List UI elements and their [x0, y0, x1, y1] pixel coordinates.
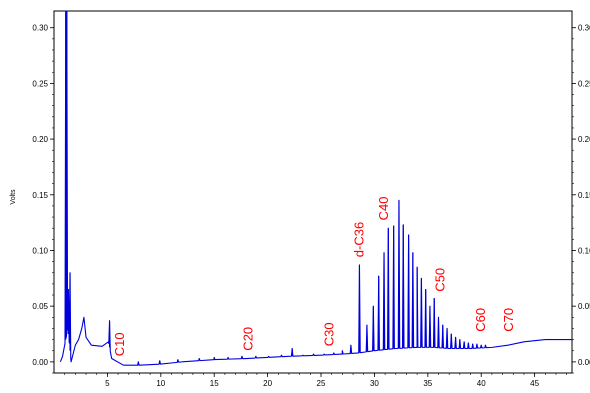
plot-frame	[53, 10, 573, 374]
x-tick-label: 5	[105, 379, 110, 388]
peak-annotation: C40	[376, 197, 391, 221]
x-tick-label: 30	[370, 379, 379, 388]
peak-annotation: C70	[501, 308, 516, 332]
series-line	[59, 10, 572, 366]
annotation-layer: C10 C20 C30 d-C36 C40 C50 C60 C70	[112, 197, 516, 357]
x-tick-label: 40	[477, 379, 486, 388]
x-tick-label: 25	[317, 379, 326, 388]
peak-annotation: C10	[112, 332, 127, 356]
trace-layer	[59, 10, 572, 366]
y-tick-label: 0.20	[32, 135, 48, 144]
y-tick-label-right: 0.10	[578, 246, 590, 255]
peak-annotation: C30	[322, 322, 337, 346]
y-tick-label-right: 0.00	[578, 358, 590, 367]
y-tick-label-right: 0.05	[578, 302, 590, 311]
axes: 5 10 15 20 25 30 35 40 45 0.00 0.00 0.05 0.05 0.10 0.1…	[32, 10, 590, 388]
y-tick-label: 0.30	[32, 24, 48, 33]
y-tick-label-right: 0.30	[578, 24, 590, 33]
y-axis-label: Volts	[10, 189, 17, 205]
y-tick-label: 0.05	[32, 302, 48, 311]
peak-annotation: C50	[433, 268, 448, 292]
peak-annotation: C60	[473, 308, 488, 332]
y-tick-label-right: 0.25	[578, 79, 590, 88]
peak-annotation: C20	[240, 327, 255, 351]
y-tick-label: 0.00	[32, 358, 48, 367]
x-tick-label: 45	[530, 379, 539, 388]
x-tick-label: 10	[156, 379, 165, 388]
y-tick-label: 0.25	[32, 79, 48, 88]
y-tick-label: 0.15	[32, 191, 48, 200]
x-tick-label: 20	[263, 379, 272, 388]
peak-annotation: d-C36	[352, 222, 367, 257]
x-tick-label: 15	[210, 379, 219, 388]
y-tick-label-right: 0.15	[578, 191, 590, 200]
y-tick-label-right: 0.20	[578, 135, 590, 144]
x-tick-label: 35	[423, 379, 432, 388]
y-tick-label: 0.10	[32, 246, 48, 255]
